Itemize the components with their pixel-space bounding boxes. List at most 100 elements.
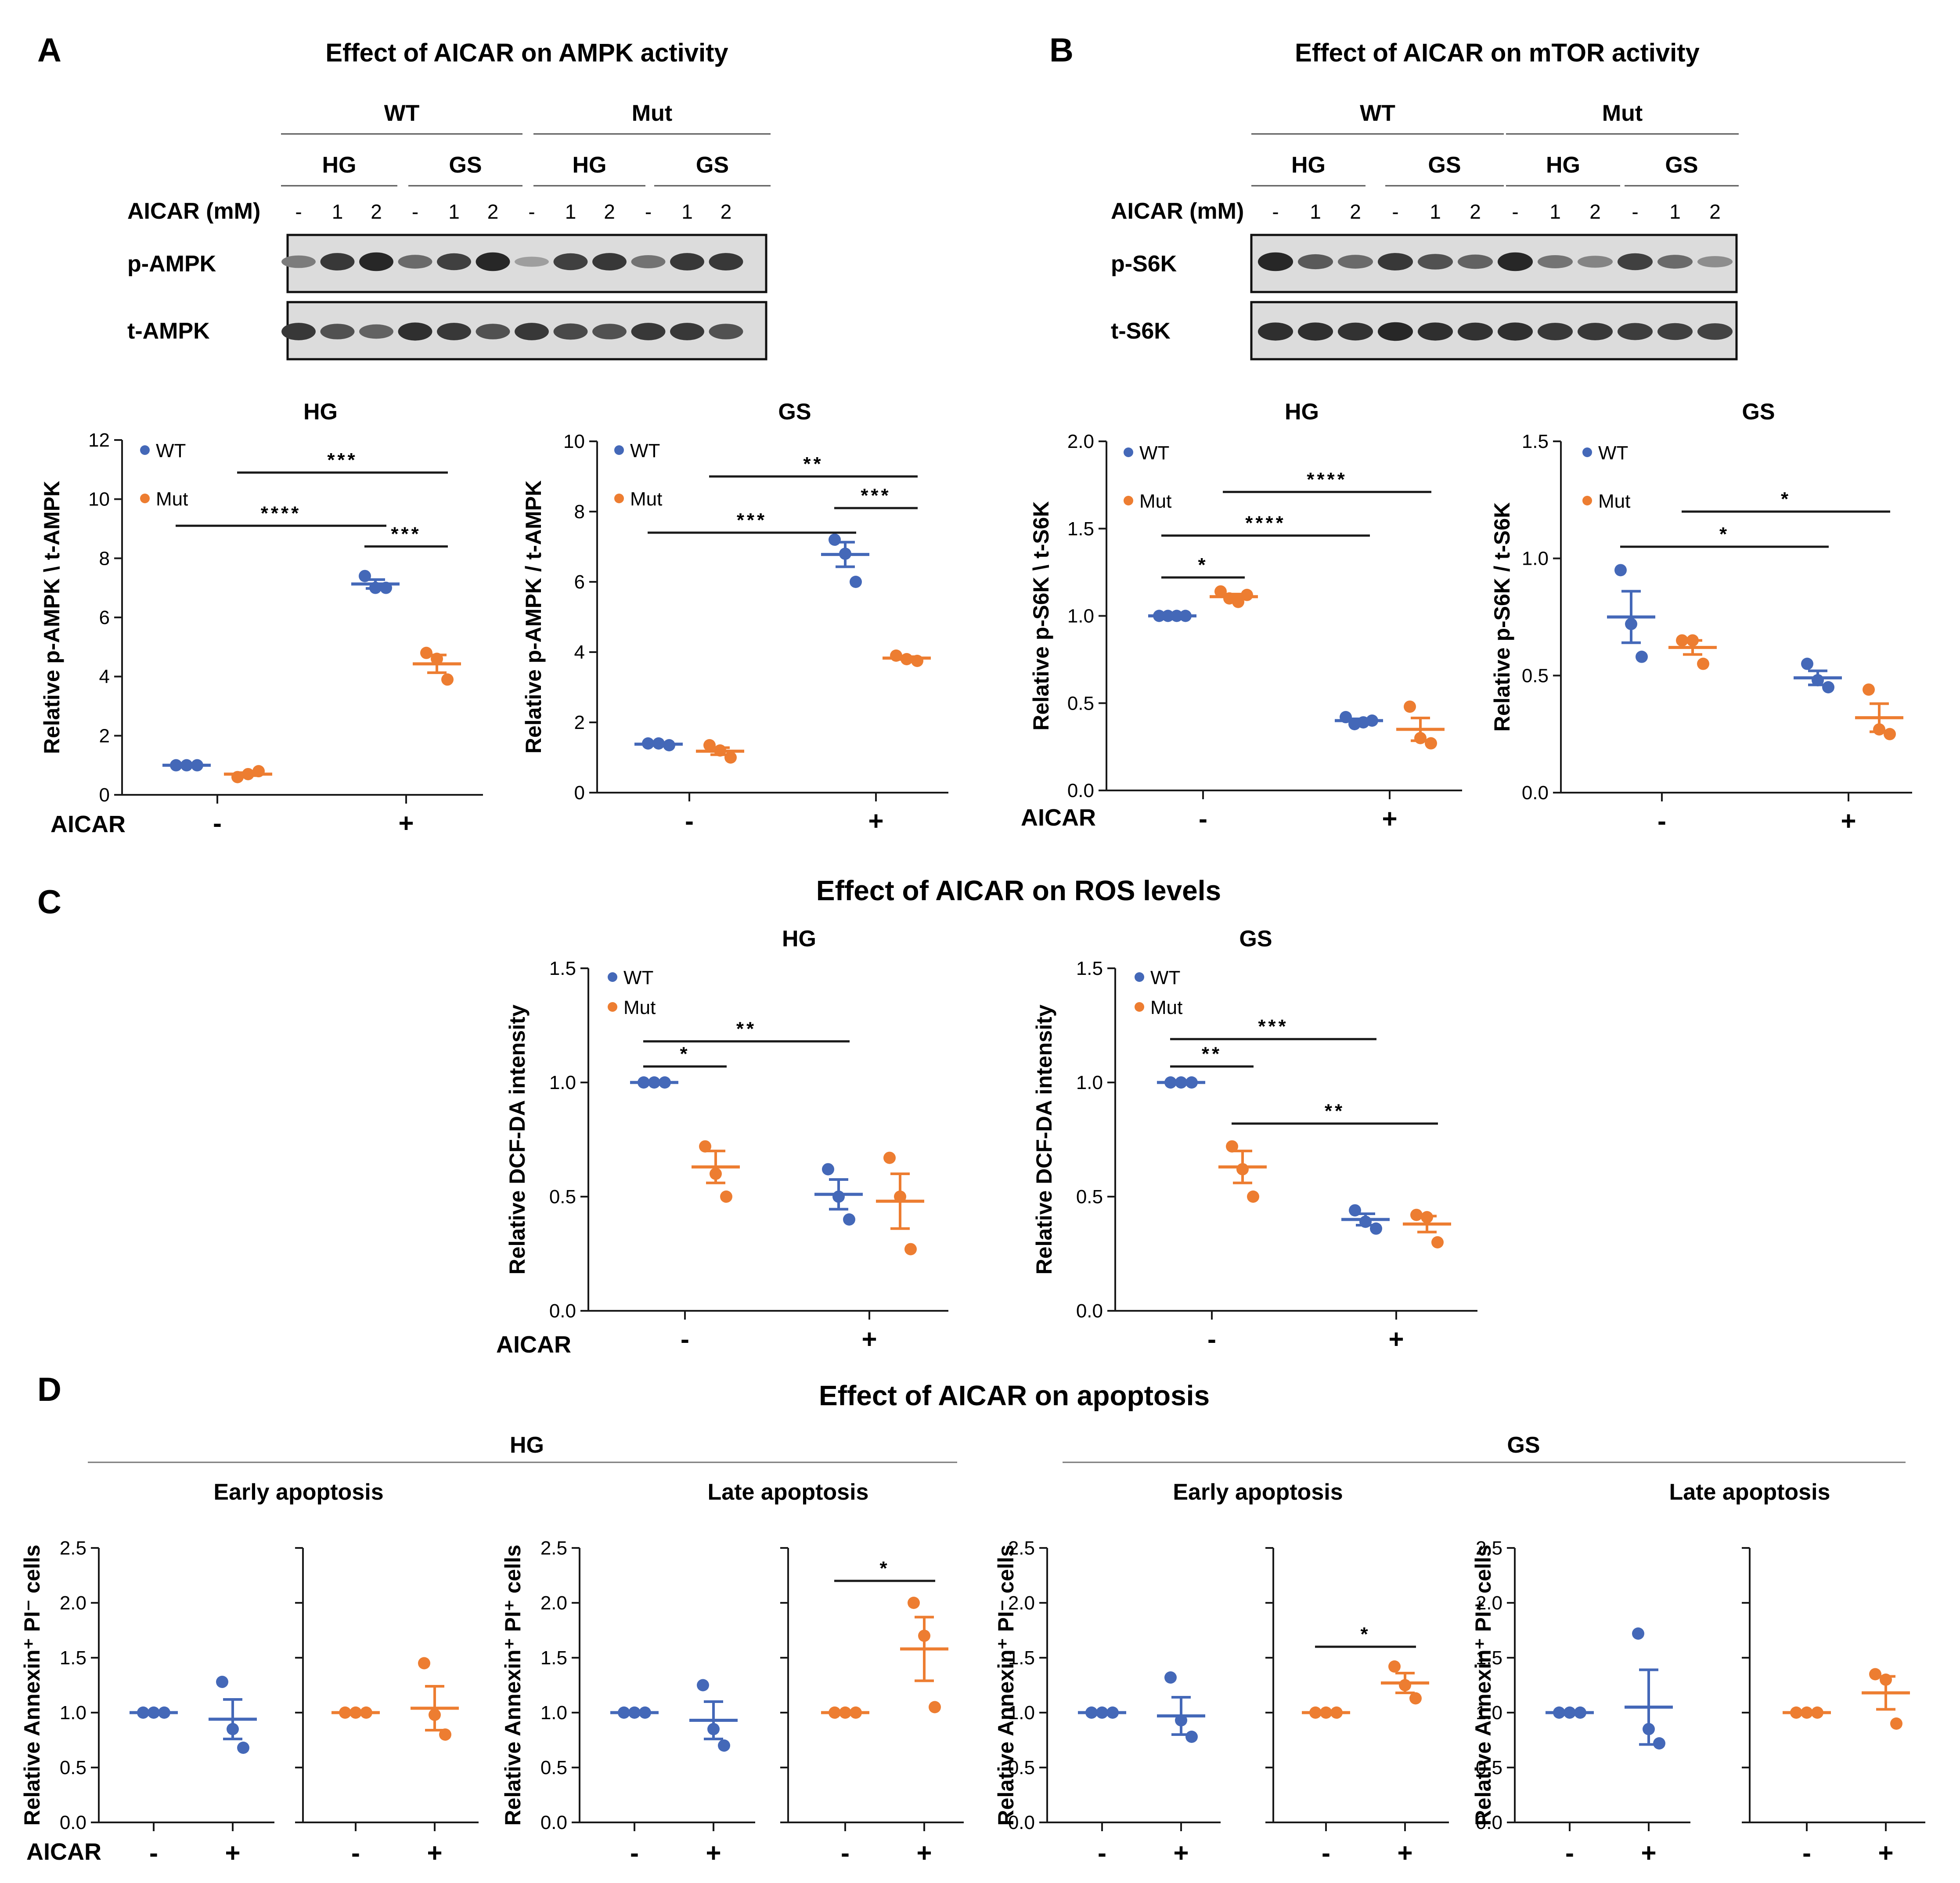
y-tick-label: 0.5: [60, 1757, 86, 1778]
y-tick-label: 12: [88, 429, 110, 451]
blot-band: [1337, 322, 1373, 341]
y-axis-label: Relative Annexin⁺ PI⁻ cells: [994, 1544, 1018, 1825]
blot-band: [592, 253, 627, 271]
x-tick-label: +: [427, 1838, 442, 1868]
y-tick-label: 0: [574, 782, 585, 804]
blot-band: [1297, 322, 1333, 341]
blot-band: [1457, 322, 1493, 341]
legend-label: WT: [623, 967, 653, 988]
y-tick-label: 1.0: [1522, 548, 1549, 570]
blot-band-label-1: p-AMPK: [127, 251, 216, 277]
blot-band: [1297, 254, 1333, 270]
blot-band: [515, 323, 549, 340]
blot-dose-label: AICAR (mM): [127, 198, 260, 224]
blot-dose-value: 1: [1430, 200, 1441, 223]
y-tick-label: 2.5: [60, 1537, 86, 1559]
data-point-mut: [1697, 657, 1709, 670]
significance-stars: *: [1719, 523, 1729, 545]
blot-dose-value: 1: [565, 200, 576, 223]
blot-band: [670, 253, 704, 271]
significance-stars: *: [1781, 488, 1791, 510]
data-point-mut: [724, 751, 737, 764]
significance-stars: **: [803, 453, 823, 475]
panel-d-title: Effect of AICAR on apoptosis: [819, 1380, 1210, 1411]
y-tick-label: 2.0: [540, 1592, 567, 1614]
y-tick-label: 1.5: [1008, 1647, 1035, 1669]
blot-band: [1697, 256, 1733, 267]
y-axis-label: Relative Annexin⁺ PI⁺ cells: [501, 1544, 525, 1825]
x-tick-label: -: [1207, 1324, 1216, 1354]
y-axis-label: Relative Annexin⁺ PI⁺ cells: [1471, 1544, 1495, 1825]
data-point-mut: [883, 1151, 896, 1164]
panel-d-hg-late-title: Late apoptosis: [708, 1479, 869, 1505]
data-point-wt: [829, 534, 841, 546]
legend-label: WT: [1598, 442, 1628, 464]
blot-condition-label: GS: [449, 152, 482, 178]
y-tick-label: 0.0: [549, 1300, 576, 1322]
blot-band: [359, 252, 393, 271]
y-tick-label: 1.0: [540, 1702, 567, 1724]
significance-stars: **: [736, 1018, 757, 1039]
data-point-mut: [1247, 1190, 1259, 1203]
blot-band: [1577, 256, 1613, 268]
y-tick-label: 0.5: [549, 1186, 576, 1208]
x-tick-label: +: [868, 806, 883, 836]
y-axis-label: Relative p-S6K / t-S6K: [1490, 502, 1514, 732]
blot-band: [631, 323, 666, 340]
x-tick-label: +: [861, 1324, 877, 1354]
x-tick-label: -: [1322, 1838, 1330, 1868]
blot-condition-label: GS: [1428, 152, 1461, 178]
significance-stars: *: [1198, 554, 1208, 576]
y-tick-label: 2.5: [1476, 1537, 1502, 1559]
blot-band: [1337, 255, 1373, 269]
data-point-wt: [718, 1739, 730, 1752]
y-tick-label: 1.0: [1476, 1702, 1502, 1724]
blot-dose-value: 2: [604, 200, 615, 223]
x-tick-label: +: [1641, 1838, 1656, 1868]
blot-dose-value: -: [1272, 200, 1279, 223]
data-point-wt: [697, 1679, 709, 1692]
data-point-wt: [1636, 650, 1648, 663]
blot-dose-value: 2: [1350, 200, 1361, 223]
panel-b-letter: B: [1049, 32, 1074, 69]
blot-band: [709, 324, 743, 339]
chart-c_gs: GS Relative DCF-DA intensity 0.0 0.5 1.0 1.5 -…: [1032, 926, 1477, 1354]
chart-d_hg_late: Relative Annexin⁺ PI⁺ cells 0.0 0.5 1.0 1.5 2…: [501, 1537, 964, 1868]
panel-d-hg-early-title: Early apoptosis: [213, 1479, 383, 1505]
blot-band: [1617, 323, 1653, 340]
data-point-wt: [1632, 1627, 1644, 1640]
chart-b_hg: HG Relative p-S6K \ t-S6K 0.0 0.5 1.0 1.5 2.0 -…: [1029, 399, 1462, 833]
y-tick-label: 2: [99, 725, 110, 747]
y-tick-label: 1.0: [1067, 606, 1094, 627]
data-point-mut: [1863, 683, 1875, 696]
legend-label: WT: [630, 440, 660, 462]
y-axis-label: Relative p-AMPK \ t-AMPK: [40, 481, 64, 754]
data-point-wt: [1185, 1731, 1198, 1743]
x-tick-label: +: [1397, 1838, 1412, 1868]
y-tick-label: 6: [574, 571, 585, 593]
data-point-mut: [1884, 728, 1896, 740]
y-tick-label: 1.5: [1067, 518, 1094, 540]
x-tick-label: +: [706, 1838, 721, 1868]
blot-band: [1257, 252, 1293, 271]
aicar-label-a: AICAR: [50, 811, 126, 837]
chart-title: HG: [1285, 399, 1319, 425]
data-point-wt: [1822, 681, 1834, 693]
x-tick-label: -: [841, 1838, 850, 1868]
y-tick-label: 0.5: [1476, 1757, 1502, 1778]
blot-band: [320, 253, 355, 271]
blot-band: [1657, 323, 1693, 340]
significance-stars: ****: [1307, 469, 1348, 490]
blot-dose-value: 2: [371, 200, 382, 223]
x-tick-label: -: [213, 808, 222, 838]
x-tick-label: +: [1878, 1838, 1893, 1868]
blot-band: [1617, 253, 1653, 271]
data-point-mut: [420, 646, 432, 659]
legend-label: WT: [1139, 442, 1169, 464]
x-tick-label: -: [351, 1838, 360, 1868]
y-tick-label: 0.5: [540, 1757, 567, 1778]
blot-dose-value: 1: [681, 200, 693, 223]
significance-stars: ***: [861, 485, 891, 506]
